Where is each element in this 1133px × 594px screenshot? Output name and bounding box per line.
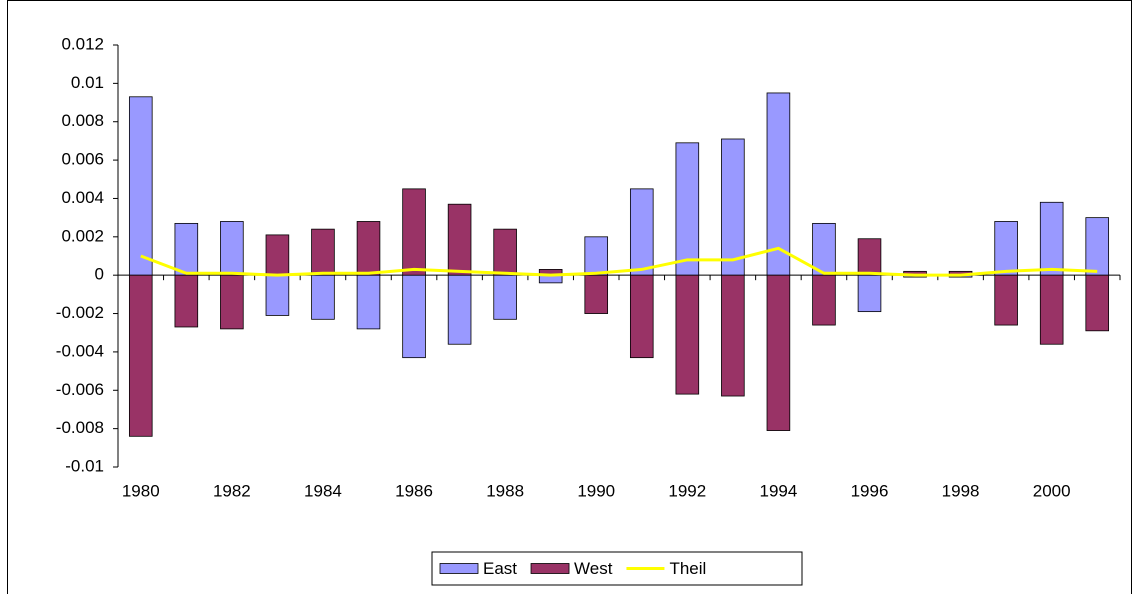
x-tick-label: 1994	[759, 481, 797, 500]
x-tick-label: 1996	[851, 481, 889, 500]
bar	[766, 274, 791, 431]
bar	[1039, 201, 1064, 276]
bar	[857, 238, 882, 276]
bar	[311, 228, 335, 276]
legend-label: Theil	[669, 559, 706, 578]
x-tick-label: 1984	[304, 481, 342, 500]
legend-label: East	[483, 559, 517, 578]
x-tick-label: 2000	[1033, 481, 1071, 500]
y-tick-label: -0.002	[56, 303, 104, 322]
legend-key	[439, 563, 479, 574]
bar	[584, 236, 609, 276]
bar	[994, 221, 1018, 276]
x-tick-label: 1982	[213, 481, 251, 500]
bar	[174, 222, 199, 276]
legend-key	[530, 563, 570, 574]
bar	[128, 96, 153, 276]
bar	[356, 274, 381, 330]
bar	[402, 274, 426, 359]
y-tick-label: 0.004	[61, 188, 104, 207]
bar	[128, 274, 153, 437]
bar	[174, 274, 199, 328]
bar	[447, 274, 472, 345]
y-tick-label: -0.004	[56, 341, 104, 360]
bar	[675, 142, 700, 276]
y-tick-label: -0.01	[65, 456, 104, 475]
x-tick-label: 1980	[122, 481, 160, 500]
bar	[857, 274, 882, 313]
legend: East West Theil	[431, 551, 803, 586]
bar	[1085, 274, 1110, 332]
y-tick-label: 0.012	[61, 34, 104, 53]
line	[140, 246, 1098, 277]
bar	[812, 274, 836, 326]
y-tick-label: 0.01	[71, 73, 104, 92]
x-tick-label: 1990	[577, 481, 615, 500]
bar	[220, 274, 244, 330]
bar	[493, 228, 517, 276]
y-tick-label: 0.002	[61, 226, 104, 245]
y-tick-label: 0.006	[61, 150, 104, 169]
bar	[493, 274, 517, 320]
x-tick-label: 1992	[668, 481, 706, 500]
x-tick-label: 1998	[942, 481, 980, 500]
bar	[356, 221, 381, 276]
bar	[721, 274, 745, 397]
bar	[1085, 217, 1110, 276]
bar	[402, 188, 426, 276]
bar	[994, 274, 1018, 326]
bar	[265, 274, 290, 316]
x-tick-label: 1988	[486, 481, 524, 500]
legend-label: West	[574, 559, 613, 578]
bar	[721, 138, 745, 276]
bar	[265, 234, 290, 276]
x-tick-label: 1986	[395, 481, 433, 500]
bar	[584, 274, 609, 314]
y-tick-label: -0.006	[56, 380, 104, 399]
legend-box	[431, 551, 803, 586]
bar	[675, 274, 700, 395]
y-tick-label: 0	[95, 265, 104, 284]
bar	[447, 203, 472, 276]
bar	[629, 188, 654, 276]
y-tick-label: 0.008	[61, 111, 104, 130]
y-tick-label: -0.008	[56, 418, 104, 437]
bar	[220, 221, 244, 276]
bar	[1039, 274, 1064, 345]
bar	[311, 274, 335, 320]
bar	[629, 274, 654, 359]
